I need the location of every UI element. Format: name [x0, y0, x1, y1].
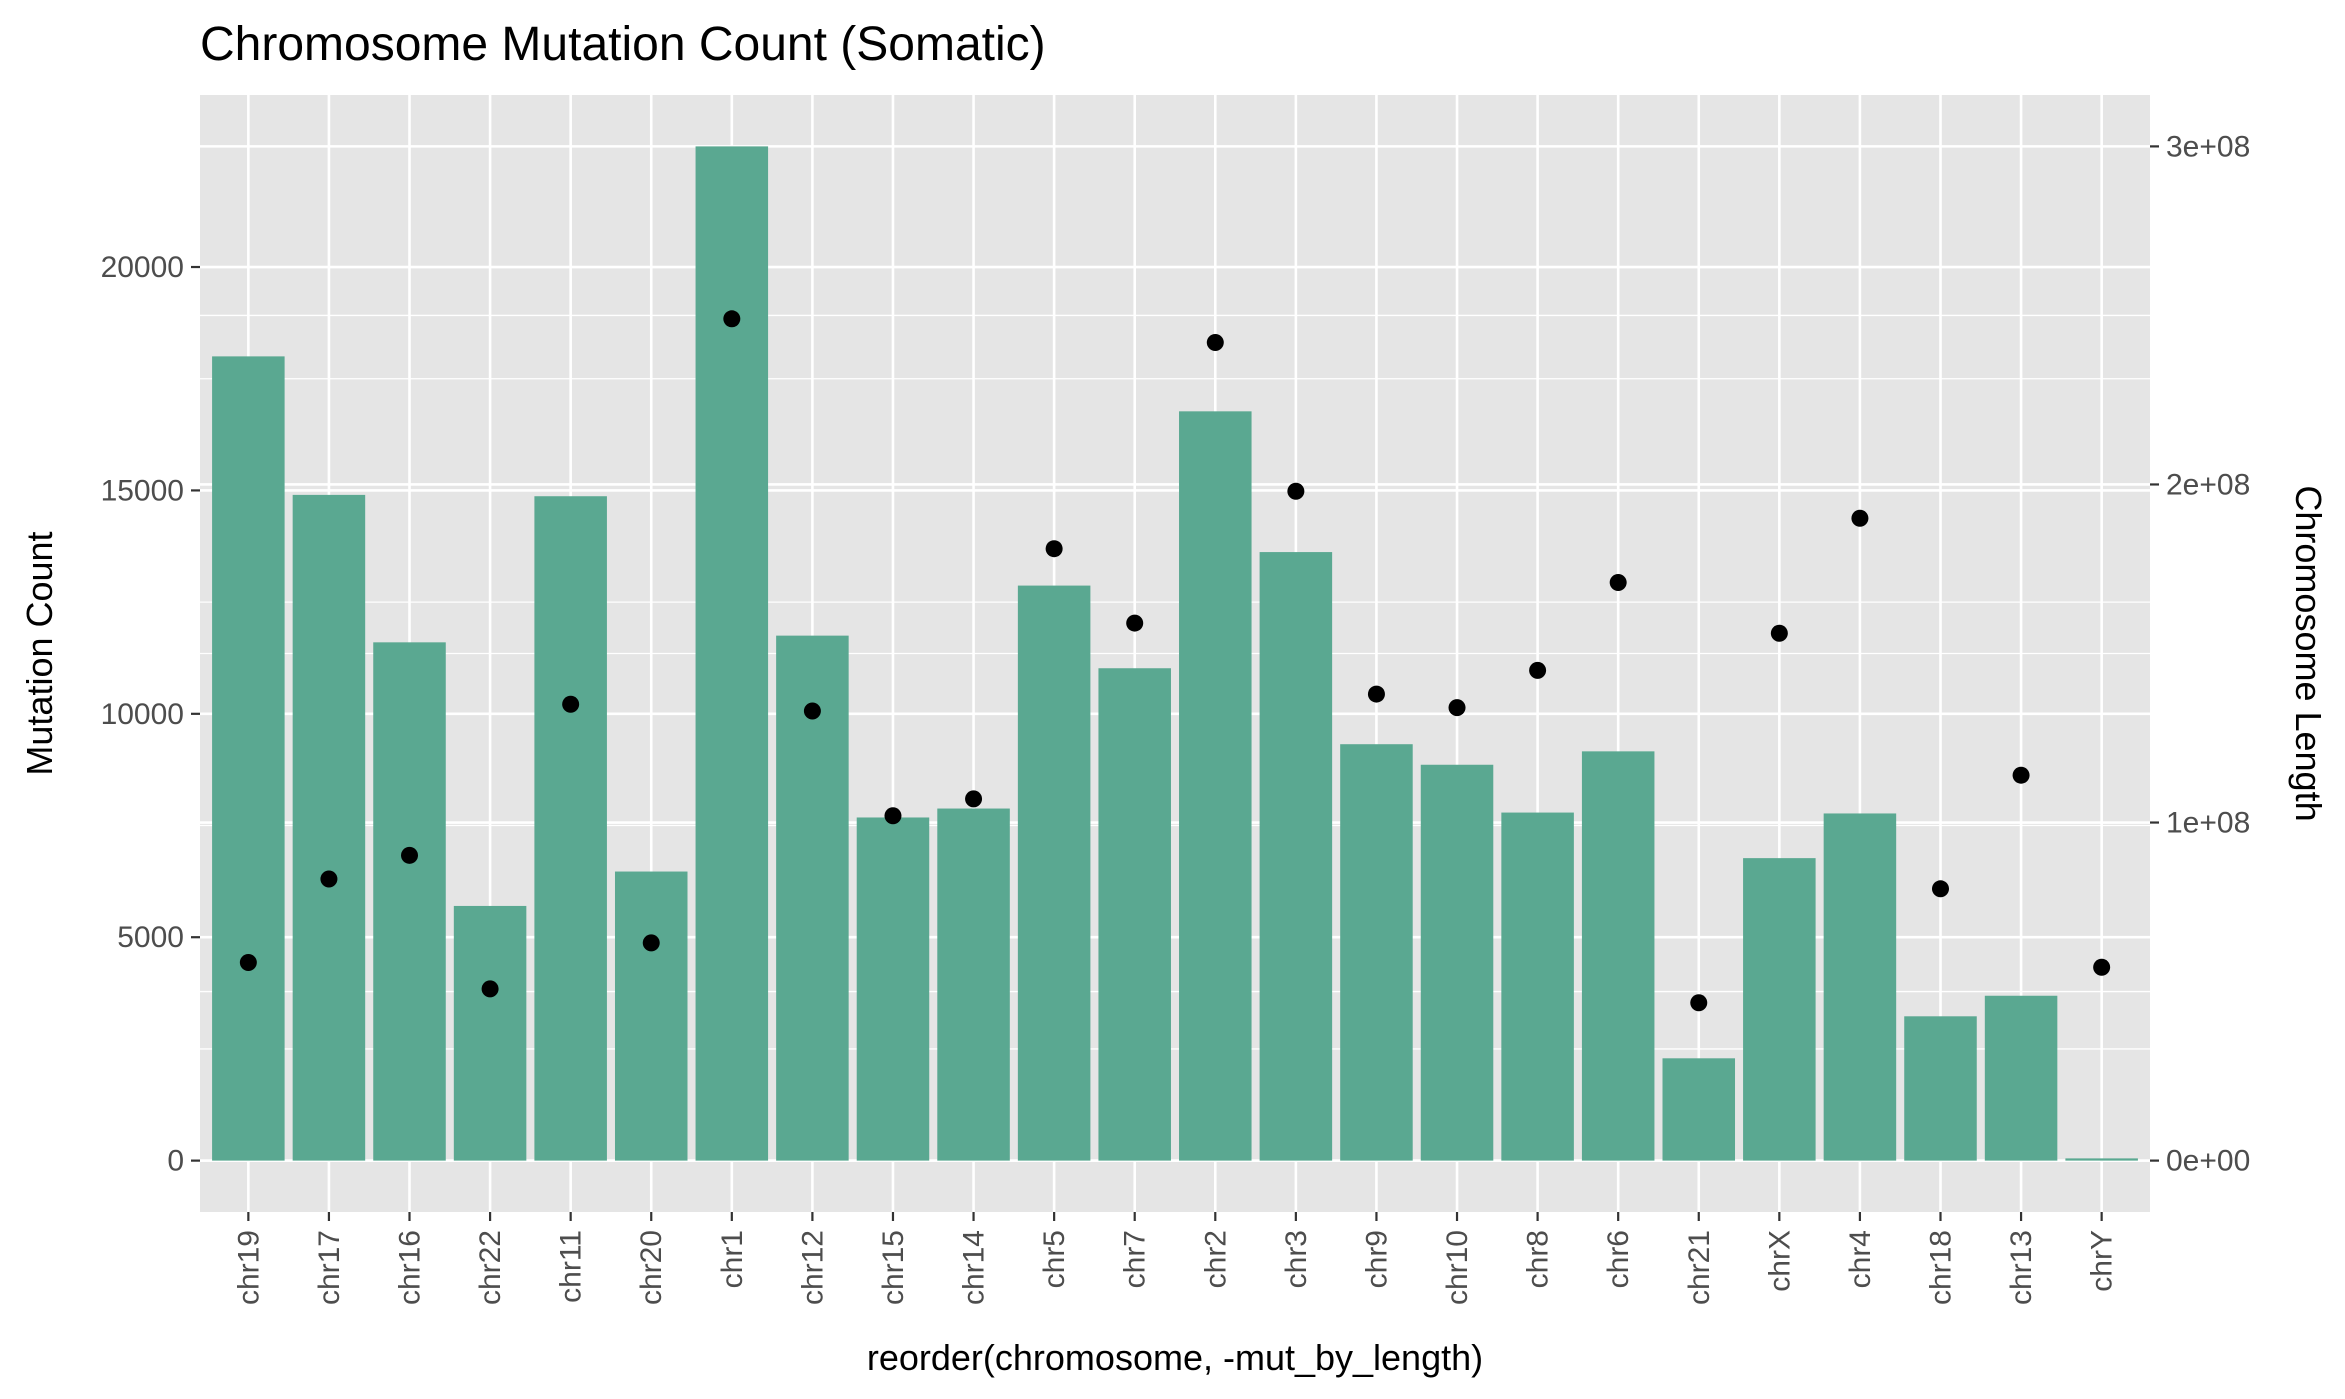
x-tick-label: chr18: [1924, 1230, 1957, 1305]
x-tick-label: chr2: [1199, 1230, 1232, 1288]
bar: [212, 356, 285, 1161]
bar: [614, 871, 688, 1161]
axes: 0 5000 10000 15000 20000 0e+00 1e+08 2e+08 3e+08…: [101, 130, 2251, 1305]
y2-tick-label: 3e+08: [2166, 130, 2250, 163]
bar: [453, 905, 527, 1161]
x-tick-label: chr9: [1360, 1230, 1393, 1288]
data-point: [481, 980, 499, 998]
bar: [1340, 744, 1413, 1161]
data-point: [401, 846, 419, 864]
y-tick-label: 0: [167, 1145, 184, 1178]
data-point: [642, 934, 660, 952]
x-tick-label: chr20: [635, 1230, 668, 1305]
data-point: [562, 695, 580, 713]
bar: [1581, 751, 1655, 1161]
bar: [2065, 1158, 2138, 1161]
bar: [776, 635, 849, 1161]
data-point: [1851, 509, 1869, 527]
x-tick-label: chr1: [716, 1230, 749, 1288]
x-tick-label: chr16: [394, 1230, 427, 1305]
x-tick-label: chr12: [796, 1230, 829, 1305]
data-point: [2012, 766, 2030, 784]
x-tick-label: chrY: [2086, 1230, 2119, 1292]
y2-tick-label: 0e+00: [2166, 1145, 2250, 1178]
x-tick-label: chr14: [958, 1230, 991, 1305]
bar: [373, 642, 446, 1161]
data-point: [1529, 661, 1547, 679]
y-tick-label: 5000: [117, 921, 184, 954]
x-tick-label: chr7: [1119, 1230, 1152, 1288]
x-tick-label: chr3: [1280, 1230, 1313, 1288]
bar: [1823, 813, 1897, 1161]
x-tick-label: chr8: [1522, 1230, 1555, 1288]
x-tick-label: chr11: [555, 1230, 588, 1303]
x-tick-label: chrX: [1763, 1230, 1796, 1292]
data-point: [1931, 880, 1949, 898]
data-point: [1126, 614, 1144, 632]
point-series: [239, 310, 2111, 1012]
y2-tick-label: 1e+08: [2166, 807, 2250, 840]
bar: [534, 496, 607, 1161]
y-tick-label: 10000: [101, 698, 184, 731]
bar: [695, 146, 769, 1161]
data-point: [1206, 333, 1224, 351]
x-axis-title: reorder(chromosome, -mut_by_length): [867, 1337, 1483, 1378]
y2-tick-label: 2e+08: [2166, 468, 2250, 501]
bar: [1904, 1016, 1977, 1161]
x-tick-label: chr10: [1441, 1230, 1474, 1305]
x-tick-label: chr19: [232, 1230, 265, 1305]
bar-series: [212, 146, 2138, 1161]
bar: [937, 808, 1010, 1161]
bar: [856, 817, 930, 1161]
y-tick-label: 15000: [101, 474, 184, 507]
data-point: [1287, 482, 1305, 500]
bar: [1743, 858, 1816, 1161]
data-point: [1770, 624, 1788, 642]
bar: [1984, 995, 2058, 1161]
data-point: [1448, 699, 1466, 717]
x-tick-label: chr21: [1683, 1230, 1716, 1305]
x-tick-label: chr5: [1038, 1230, 1071, 1288]
bar: [1098, 668, 1171, 1161]
data-point: [1609, 574, 1627, 592]
y-tick-label: 20000: [101, 251, 184, 284]
data-point: [723, 310, 741, 328]
data-point: [1045, 540, 1063, 558]
x-tick-label: chr6: [1602, 1230, 1635, 1288]
data-point: [1690, 994, 1708, 1012]
bar: [1662, 1058, 1736, 1161]
data-point: [239, 954, 257, 972]
x-tick-label: chr13: [2005, 1230, 2038, 1305]
data-point: [2093, 958, 2111, 976]
data-point: [320, 870, 338, 888]
bar: [292, 494, 366, 1161]
bar: [1017, 585, 1091, 1161]
data-point: [965, 790, 983, 808]
bar: [1259, 552, 1333, 1161]
data-point: [803, 702, 821, 720]
x-tick-label: chr4: [1844, 1230, 1877, 1288]
x-tick-label: chr15: [877, 1230, 910, 1305]
y2-axis-title: Chromosome Length: [2288, 485, 2329, 821]
chart-title: Chromosome Mutation Count (Somatic): [200, 18, 1046, 71]
bar: [1501, 812, 1574, 1161]
x-tick-label: chr17: [313, 1230, 346, 1305]
x-tick-label: chr22: [474, 1230, 507, 1305]
y-axis-title: Mutation Count: [19, 531, 60, 775]
data-point: [884, 807, 902, 825]
bar: [1179, 411, 1252, 1161]
data-point: [1367, 685, 1385, 703]
bar: [1420, 764, 1494, 1161]
